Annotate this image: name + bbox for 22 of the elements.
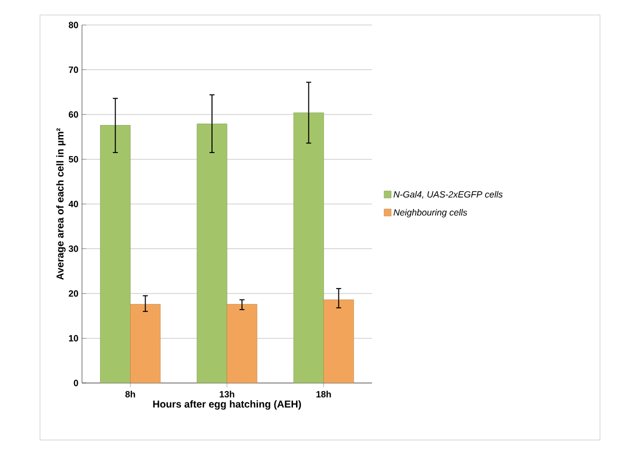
legend-label: Neighbouring cells bbox=[394, 208, 468, 218]
bar bbox=[293, 112, 324, 383]
y-tick-label: 40 bbox=[68, 200, 78, 208]
legend-label: N-Gal4, UAS-2xEGFP cells bbox=[394, 190, 503, 199]
x-tick-label: 13h bbox=[220, 390, 234, 398]
y-tick-label: 0 bbox=[74, 380, 78, 386]
bar bbox=[196, 124, 228, 383]
y-tick-label: 60 bbox=[68, 111, 78, 118]
y-tick-label: 50 bbox=[68, 156, 78, 162]
bar bbox=[130, 304, 161, 383]
y-tick-label: 80 bbox=[68, 22, 78, 28]
x-tick-label: 8h bbox=[125, 390, 136, 398]
x-axis-title: Hours after egg hatching (AEH) bbox=[153, 400, 301, 410]
y-tick-label: 20 bbox=[68, 290, 78, 297]
x-tick-label: 18h bbox=[316, 390, 331, 398]
y-tick-label: 30 bbox=[68, 246, 78, 252]
bar bbox=[323, 300, 354, 383]
bar bbox=[100, 125, 131, 383]
y-tick-label: 70 bbox=[68, 66, 78, 73]
y-axis-title: Average area of each cell in µm² bbox=[56, 128, 66, 280]
y-tick-label: 10 bbox=[69, 335, 78, 342]
bar bbox=[226, 304, 258, 383]
